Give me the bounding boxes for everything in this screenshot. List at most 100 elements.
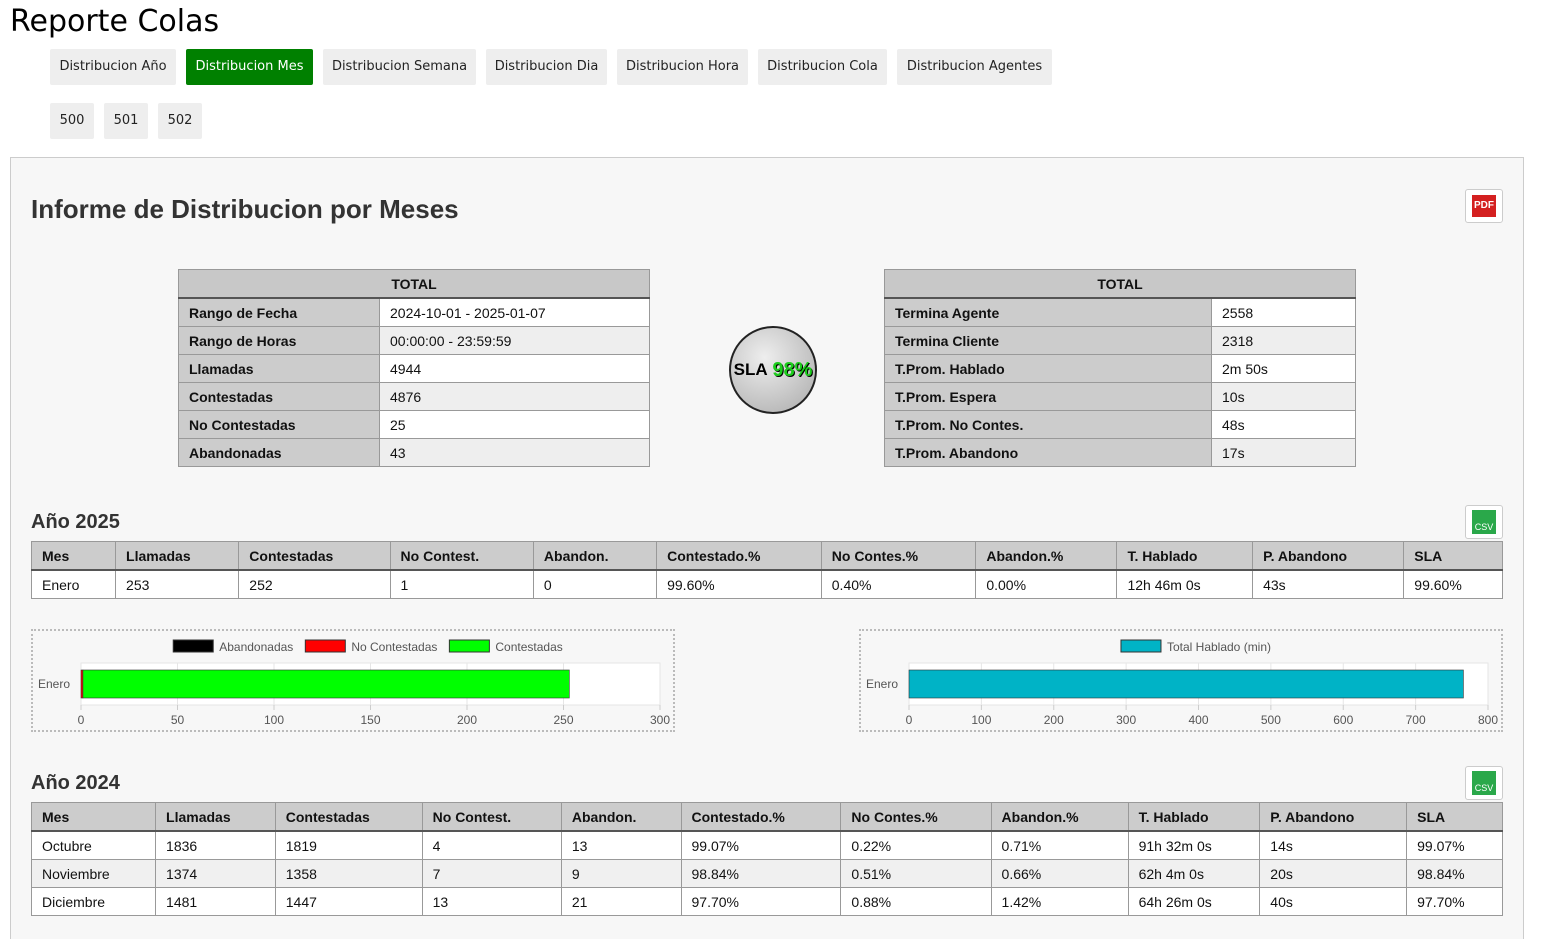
header-row: Mes Llamadas Contestadas No Contest. Abandon… [30,802,1503,832]
row: Enero 253 252 1 0 99.60% 0.40% 0.00% 12h 46m 0s 4… [30,569,1503,599]
row-value: 4876 [379,382,650,411]
cell: 43s [1252,569,1405,599]
cell: 0.51% [840,859,992,888]
cell: 0 [532,569,658,599]
csv-button[interactable]: CSV [1465,505,1503,539]
column-header: SLA [1406,802,1503,832]
chart: 0 50 100 150 200 250 300 Enero Abandonadas No Con… [38,639,670,727]
tab[interactable]: Distribucion Semana [323,49,476,85]
cell: 98.84% [680,859,842,888]
cell: 98.84% [1406,859,1503,888]
cell: 1447 [274,887,423,916]
tab[interactable]: Distribucion Cola [758,49,887,85]
cell: 97.70% [680,887,842,916]
cell: 0.40% [820,569,977,599]
column-header: Contestadas [238,541,391,571]
tab[interactable]: Distribucion Hora [617,49,748,85]
column-header: Llamadas [115,541,240,571]
row-label: Rango de Fecha [178,297,380,327]
year-title: Año 2025 [31,511,120,533]
row-label: Termina Cliente [884,326,1212,355]
x-tick-label: 200 [457,713,477,727]
x-tick-label: 150 [360,713,380,727]
cell: 0.22% [840,830,992,860]
summary-table: TOTAL Rango de Fecha 2024-10-01 - 2025-01-… [178,269,650,467]
cell: 253 [115,569,240,599]
queue-button[interactable]: 502 [158,103,202,139]
x-tick-label: 600 [1333,713,1353,727]
header-row: TOTAL [884,269,1356,299]
row-label: Rango de Horas [178,326,380,355]
row: T.Prom. Hablado 2m 50s [884,354,1356,383]
tab[interactable]: Distribucion Año [50,49,176,85]
tab[interactable]: Distribucion Dia [486,49,607,85]
header-row: Mes Llamadas Contestadas No Contest. Abandon… [30,541,1503,571]
cell: Noviembre [30,859,157,888]
row: Contestadas 4876 [178,382,650,411]
x-tick-label: 0 [906,713,913,727]
row-label: Termina Agente [884,297,1212,327]
bar [908,669,1464,699]
cell: 1.42% [990,887,1129,916]
csv-button[interactable]: CSV [1465,766,1503,800]
column-header: SLA [1403,541,1503,571]
row-label: T.Prom. Hablado [884,354,1212,383]
column-header: Abandon.% [990,802,1129,832]
row-value: 25 [379,410,650,439]
pdf-button[interactable]: PDF [1465,189,1503,223]
data-table: Mes Llamadas Contestadas No Contest. Abandon… [30,802,1503,916]
legend-label: No Contestadas [351,640,437,654]
cell: 99.60% [656,569,822,599]
legend-swatch [1120,639,1162,653]
legend-swatch [448,639,490,653]
row-label: Abandonadas [178,438,380,467]
row: Rango de Horas 00:00:00 - 23:59:59 [178,326,650,355]
bar [82,669,570,699]
column-header: P. Abandono [1259,802,1408,832]
row-label: T.Prom. Abandono [884,438,1212,467]
x-tick-label: 50 [171,713,185,727]
chart: 0 100 200 300 400 500 600 700 800 Enero Total Habl… [866,639,1498,727]
cell: 40s [1259,887,1408,916]
column-header: Mes [30,541,117,571]
report-title: Informe de Distribucion por Meses [31,194,459,224]
row-label: T.Prom. No Contes. [884,410,1212,439]
column-header: No Contest. [421,802,562,832]
legend: Abandonadas No Contestadas Contestadas [172,639,563,654]
cell: 1 [389,569,534,599]
cell: 1836 [155,830,276,860]
row-label: T.Prom. Espera [884,382,1212,411]
x-tick-label: 100 [971,713,991,727]
y-tick-label: Enero [866,677,898,691]
tab[interactable]: Distribucion Agentes [897,49,1052,85]
row: Termina Cliente 2318 [884,326,1356,355]
cell: 0.00% [975,569,1118,599]
cell: 14s [1259,830,1408,860]
row: T.Prom. Espera 10s [884,382,1356,411]
row-label: No Contestadas [178,410,380,439]
column-header: Abandon. [532,541,658,571]
cell: 252 [238,569,391,599]
queue-button[interactable]: 500 [50,103,94,139]
row: Llamadas 4944 [178,354,650,383]
data-table: Mes Llamadas Contestadas No Contest. Abandon… [30,541,1503,599]
column-header: Mes [30,802,157,832]
legend-swatch [172,639,214,653]
sla-badge: SLA 98% [729,326,817,414]
chart-box: 0 100 200 300 400 500 600 700 800 Enero Total Habl… [859,629,1503,732]
header-row: TOTAL [178,269,650,299]
column-header: Contestado.% [680,802,842,832]
x-tick-label: 300 [650,713,670,727]
pdf-label: PDF [1472,195,1496,217]
row: Rango de Fecha 2024-10-01 - 2025-01-07 [178,297,650,327]
chart-box: 0 50 100 150 200 250 300 Enero Abandonadas No Con… [31,629,675,732]
row: T.Prom. Abandono 17s [884,438,1356,467]
queue-button[interactable]: 501 [104,103,148,139]
column-header: Llamadas [155,802,276,832]
x-tick-label: 250 [553,713,573,727]
sla-value: 98% [772,358,813,381]
tab[interactable]: Distribucion Mes [186,49,313,85]
cell: 62h 4m 0s [1127,859,1261,888]
row: Termina Agente 2558 [884,297,1356,327]
x-tick-label: 700 [1406,713,1426,727]
